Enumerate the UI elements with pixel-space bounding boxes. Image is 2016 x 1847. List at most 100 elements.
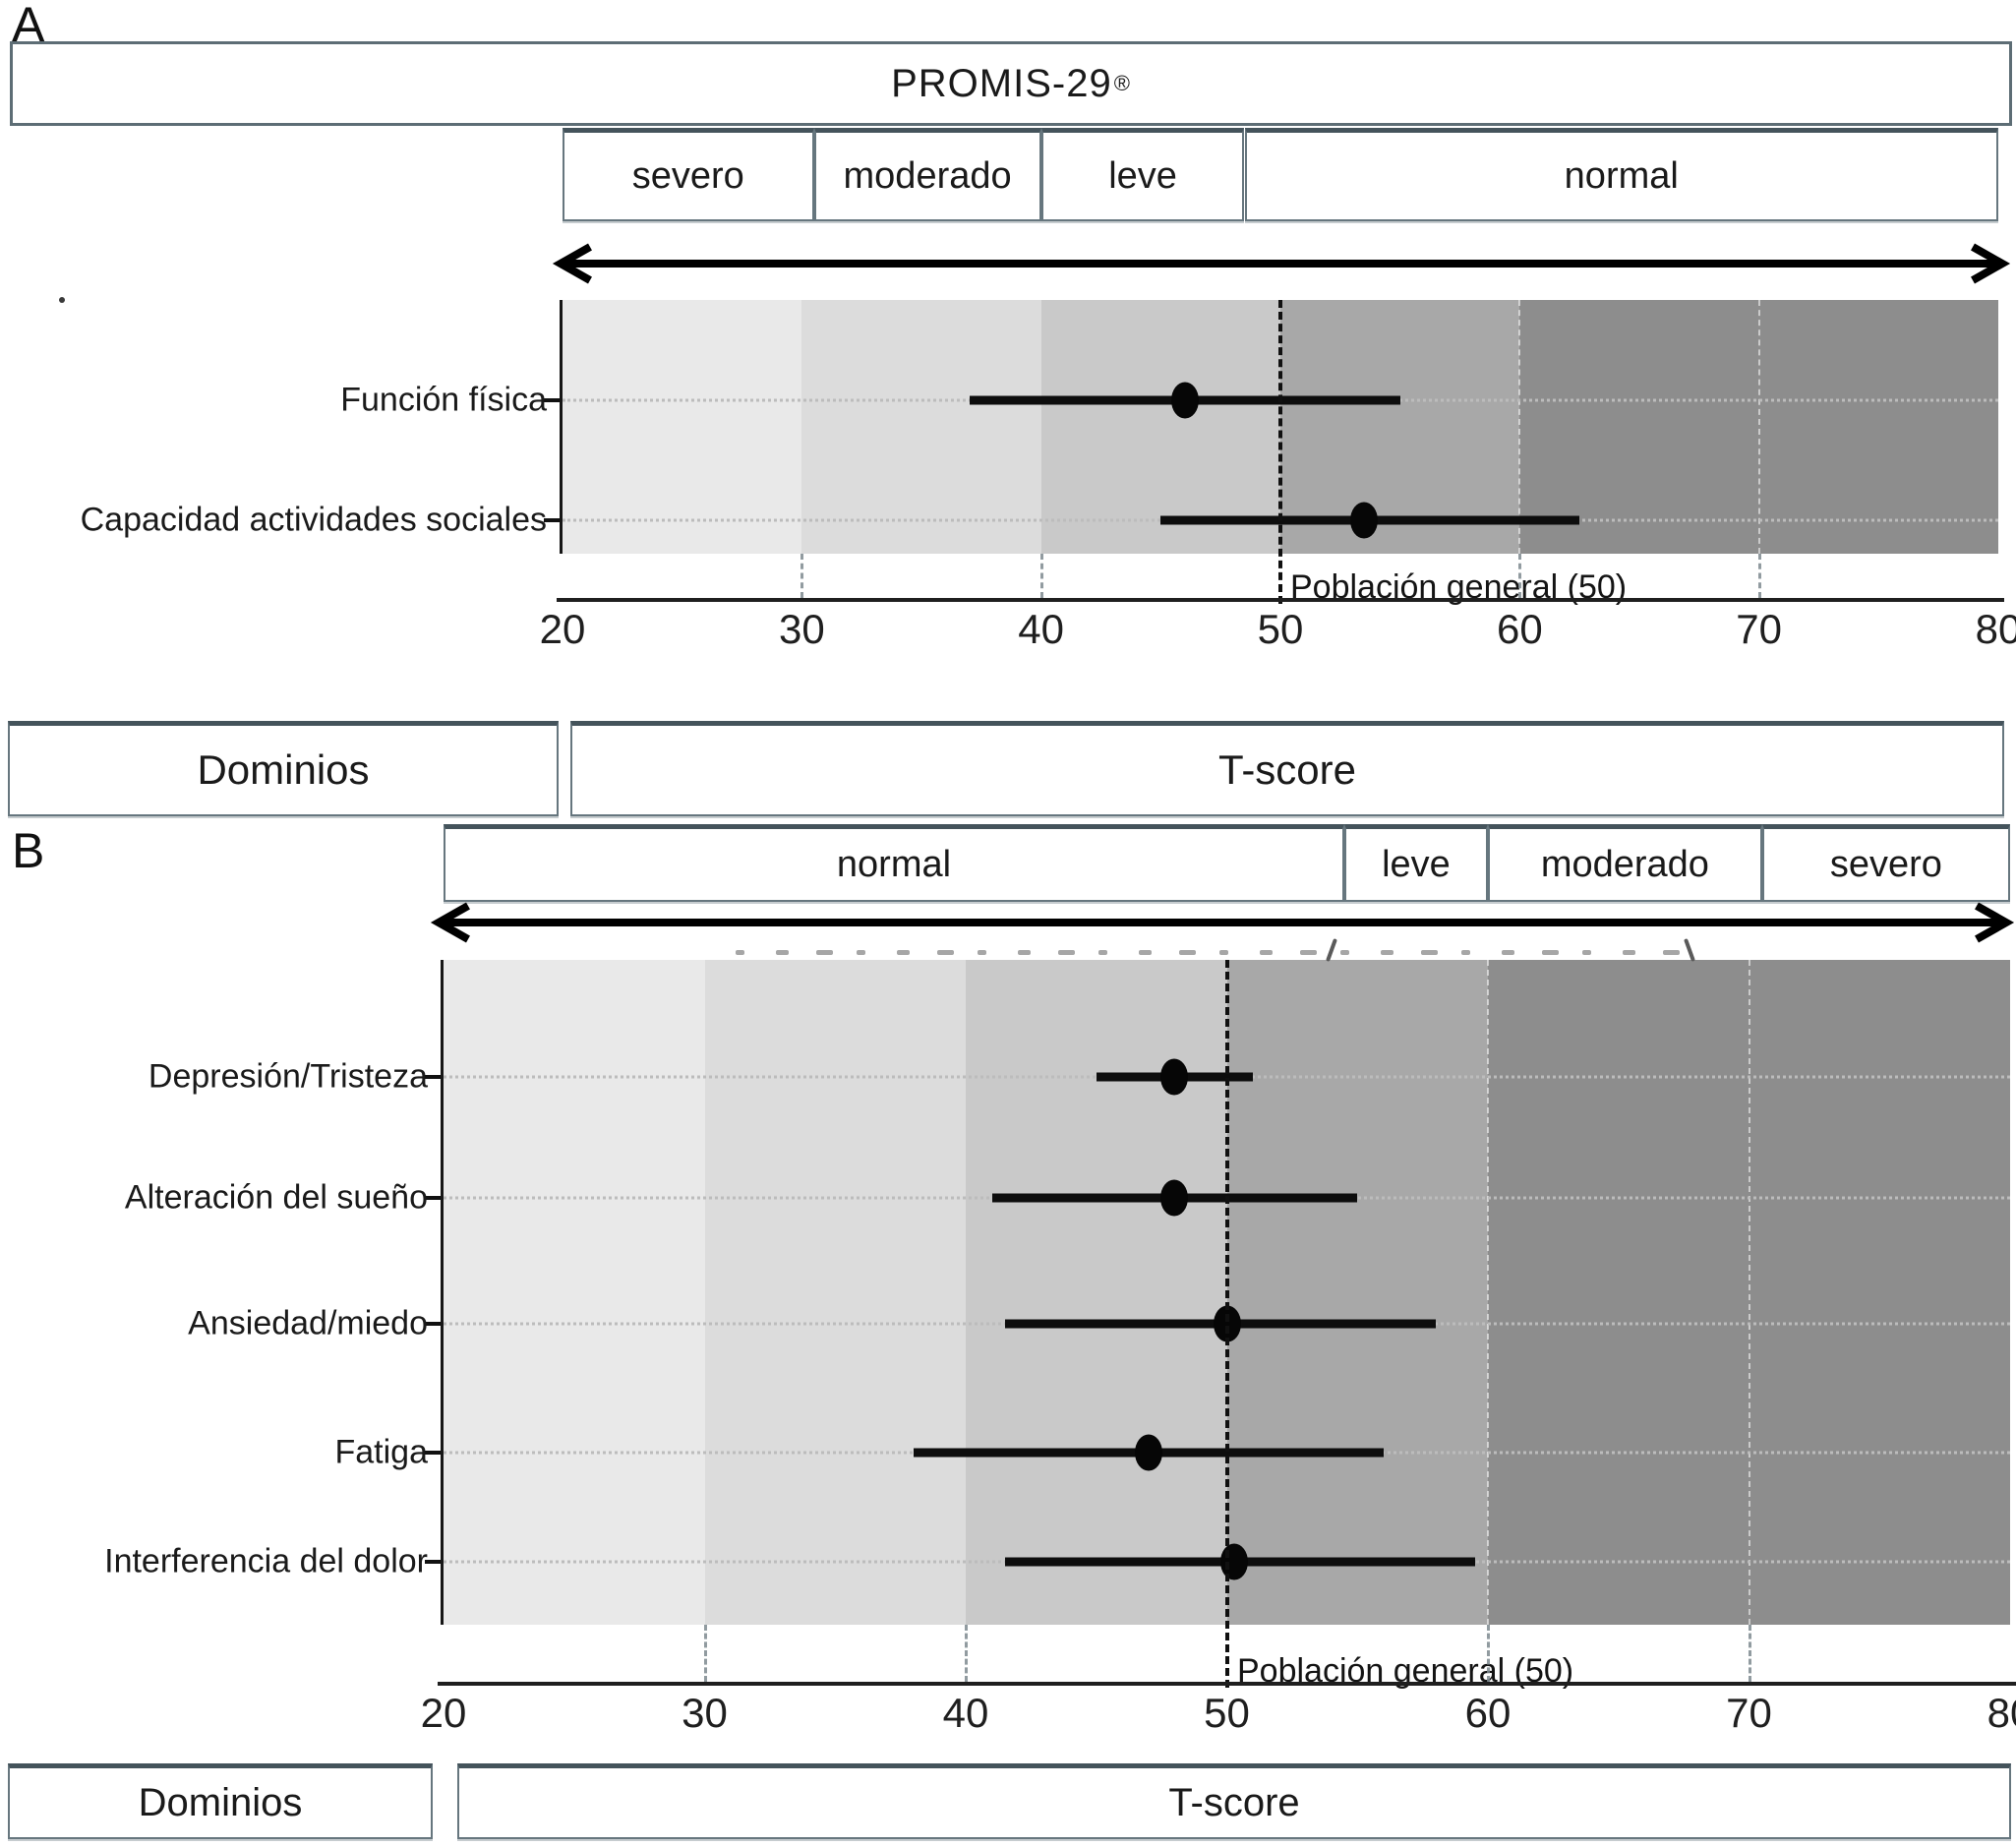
tscore-band-50-60 xyxy=(1226,960,1488,1625)
domain-label: Alteración del sueño xyxy=(124,1178,428,1217)
obscured-text-artifact xyxy=(1623,950,1635,955)
row-axis-tick xyxy=(425,1196,441,1200)
obscured-text-artifact xyxy=(1018,950,1031,955)
severity-box-normal: normal xyxy=(1244,128,1998,221)
obscured-text-artifact xyxy=(1582,950,1591,955)
gap-gridline-70 xyxy=(1748,1625,1751,1682)
gap-gridline-40 xyxy=(1039,554,1043,598)
band-gridline-60 xyxy=(1487,960,1489,1625)
x-tick-label-30: 30 xyxy=(682,1690,728,1736)
figure-title: PROMIS-29 xyxy=(891,61,1112,105)
obscured-text-artifact xyxy=(736,950,744,955)
domain-label: Ansiedad/miedo xyxy=(188,1304,428,1342)
obscured-text-artifact xyxy=(816,950,833,955)
x-tick-label-70: 70 xyxy=(1736,606,1783,652)
row-axis-tick xyxy=(544,397,560,402)
panel-a-letter: A xyxy=(12,0,45,52)
tscore-band-20-30 xyxy=(444,960,705,1625)
y-axis-line xyxy=(560,300,563,554)
obscured-text-artifact xyxy=(1502,950,1514,955)
x-tick-label-20: 20 xyxy=(539,606,586,652)
tscore-band-30-40 xyxy=(704,960,966,1625)
point-estimate-dot xyxy=(1160,1058,1189,1096)
tscore-band-30-40 xyxy=(801,300,1041,554)
tscore-band-40-50 xyxy=(966,960,1227,1625)
severity-box-normal: normal xyxy=(444,824,1344,902)
band-gridline-70 xyxy=(1757,300,1760,554)
domain-label: Fatiga xyxy=(334,1433,429,1471)
row-axis-tick xyxy=(544,518,560,523)
gap-gridline-70 xyxy=(1757,554,1761,598)
reference-line-50 xyxy=(1224,960,1229,1688)
row-axis-tick xyxy=(425,1560,441,1565)
obscured-text-artifact xyxy=(1663,950,1680,955)
domain-label: Capacidad actividades sociales xyxy=(80,501,547,539)
x-tick-label-60: 60 xyxy=(1496,606,1543,652)
panel-b-range-arrow xyxy=(429,901,2016,944)
panel-a-tscore-box: T-score xyxy=(570,721,2004,816)
obscured-text-artifact xyxy=(1058,950,1075,955)
point-estimate-dot xyxy=(1350,502,1379,539)
x-tick-label-80: 80 xyxy=(1975,606,2016,652)
row-axis-tick xyxy=(425,1321,441,1326)
obscured-text-artifact xyxy=(776,950,789,955)
panel-b-domains-box: Dominios xyxy=(8,1763,433,1839)
obscured-text-artifact xyxy=(897,950,910,955)
obscured-text-artifact xyxy=(1381,950,1393,955)
domain-label: Depresión/Tristeza xyxy=(148,1057,428,1096)
x-tick-label-50: 50 xyxy=(1204,1690,1250,1736)
point-estimate-dot xyxy=(1134,1434,1162,1471)
y-axis-line xyxy=(441,960,444,1625)
domain-label: Interferencia del dolor xyxy=(104,1542,428,1580)
figure-title-box: PROMIS-29 ® xyxy=(10,41,2012,126)
severity-box-moderado: moderado xyxy=(813,128,1041,221)
stray-mark xyxy=(59,297,65,303)
obscured-text-artifact xyxy=(1219,950,1228,955)
obscured-text-artifact xyxy=(1421,950,1438,955)
row-axis-tick xyxy=(425,1450,441,1455)
x-tick-label-50: 50 xyxy=(1257,606,1304,652)
point-estimate-dot xyxy=(1160,1179,1189,1217)
gap-gridline-30 xyxy=(800,554,804,598)
x-tick-label-40: 40 xyxy=(1018,606,1065,652)
obscured-text-artifact xyxy=(1139,950,1152,955)
double-arrow-icon xyxy=(430,902,2015,943)
row-axis-tick xyxy=(425,1074,441,1079)
obscured-text-artifact xyxy=(937,950,954,955)
band-gridline-70 xyxy=(1748,960,1750,1625)
obscured-text-artifact xyxy=(978,950,986,955)
gap-gridline-40 xyxy=(965,1625,968,1682)
obscured-text-artifact xyxy=(1179,950,1196,955)
x-tick-label-60: 60 xyxy=(1464,1690,1512,1736)
obscured-text-artifact xyxy=(1542,950,1559,955)
gap-gridline-60 xyxy=(1487,1625,1490,1682)
severity-box-leve: leve xyxy=(1343,824,1488,902)
gap-gridline-60 xyxy=(1518,554,1522,598)
severity-box-severo: severo xyxy=(563,128,814,221)
point-estimate-dot xyxy=(1170,382,1199,419)
x-tick-label-40: 40 xyxy=(942,1690,989,1736)
gap-gridline-30 xyxy=(703,1625,707,1682)
obscured-text-artifact xyxy=(1461,950,1470,955)
panel-a-domains-box: Dominios xyxy=(8,721,559,816)
obscured-text-artifact xyxy=(1260,950,1273,955)
x-tick-label-70: 70 xyxy=(1726,1690,1772,1736)
double-arrow-icon xyxy=(552,243,2011,284)
obscured-text-artifact xyxy=(1098,950,1107,955)
x-tick-label-20: 20 xyxy=(420,1690,467,1736)
x-tick-label-80: 80 xyxy=(1986,1690,2016,1736)
tscore-band-40-50 xyxy=(1040,300,1280,554)
x-tick-label-30: 30 xyxy=(778,606,825,652)
severity-box-leve: leve xyxy=(1040,128,1245,221)
domain-label: Función física xyxy=(340,381,547,419)
obscured-text-artifact xyxy=(1300,950,1317,955)
reference-line-50 xyxy=(1278,300,1282,604)
tscore-band-50-60 xyxy=(1280,300,1520,554)
severity-box-moderado: moderado xyxy=(1488,824,1762,902)
obscured-text-artifact xyxy=(857,950,865,955)
panel-b-letter: B xyxy=(12,823,45,878)
registered-trademark-symbol: ® xyxy=(1113,71,1131,95)
tscore-band-20-30 xyxy=(563,300,802,554)
panel-b-tscore-box: T-score xyxy=(457,1763,2011,1839)
